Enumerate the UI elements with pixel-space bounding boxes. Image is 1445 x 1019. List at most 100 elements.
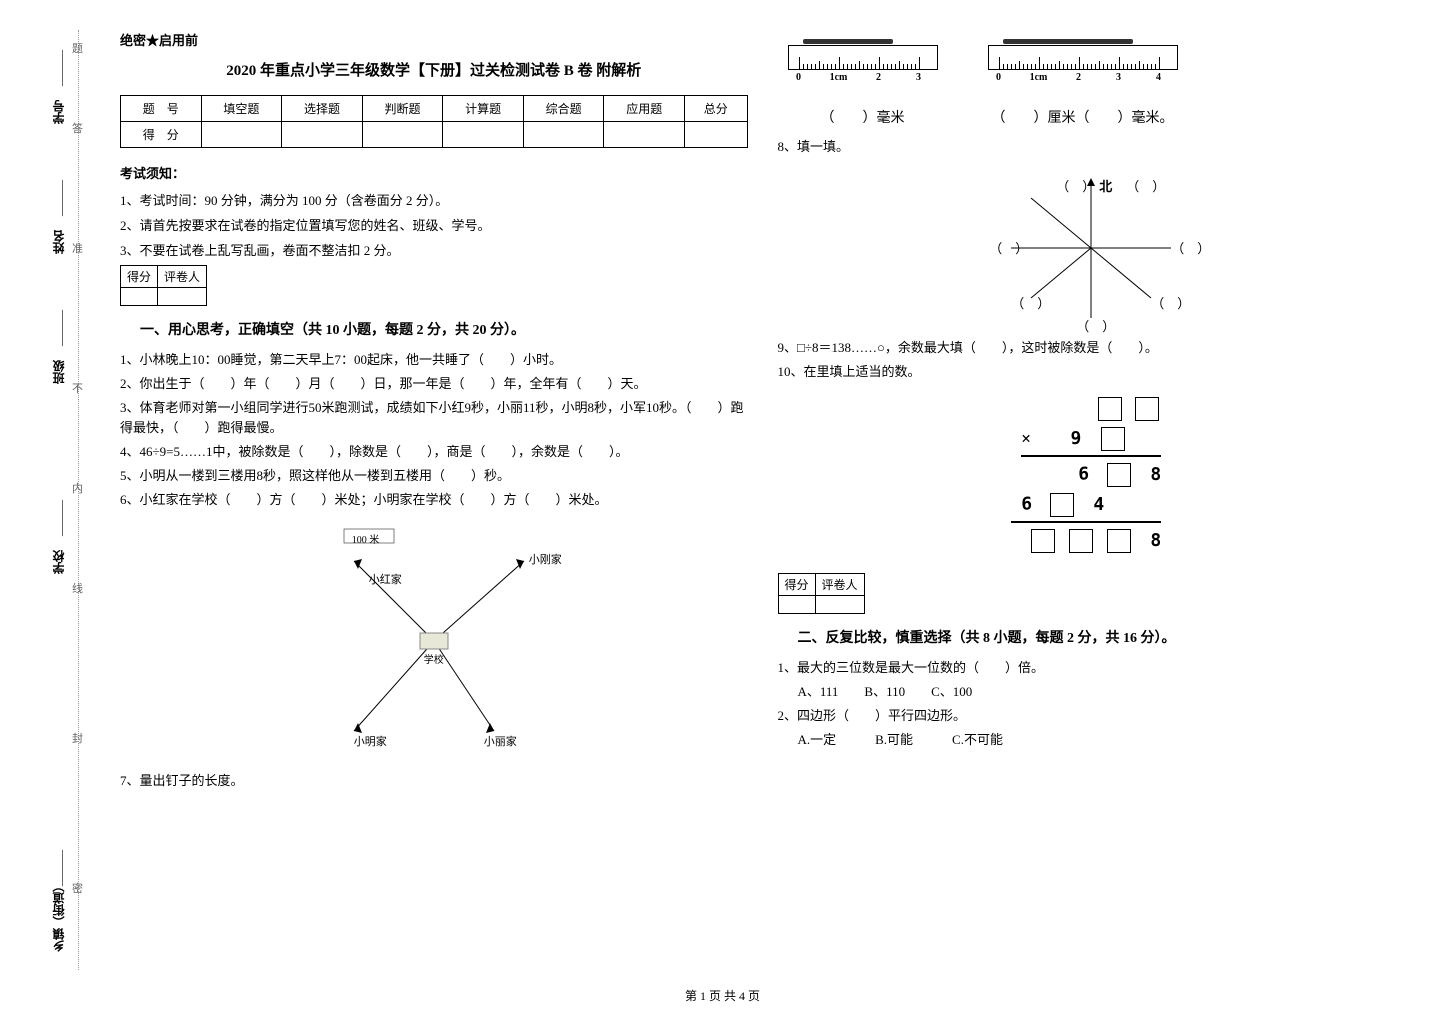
math-line1 bbox=[1021, 455, 1161, 457]
td-score: 得 分 bbox=[121, 122, 202, 148]
q7: 7、量出钉子的长度。 bbox=[120, 771, 748, 792]
minor-tick bbox=[1131, 64, 1132, 69]
minor-tick bbox=[907, 64, 908, 69]
instructions-header: 考试须知： bbox=[120, 163, 748, 182]
minor-tick bbox=[1063, 64, 1064, 69]
q3: 3、体育老师对第一小组同学进行50米跑测试，成绩如下小红9秒，小丽11秒，小明8… bbox=[120, 398, 748, 440]
tick bbox=[1159, 57, 1160, 69]
ruler2-answer: （ ）厘米（ ）毫米。 bbox=[978, 107, 1188, 127]
minor-tick bbox=[1015, 64, 1016, 69]
compass-blank: （ ） bbox=[1151, 293, 1190, 312]
side-class: 班级 bbox=[50, 360, 67, 384]
nail2 bbox=[1003, 39, 1133, 44]
minor-tick bbox=[1023, 64, 1024, 69]
dotted-char: 答 bbox=[72, 120, 83, 136]
map-gang: 小刚家 bbox=[529, 551, 562, 567]
math-row3: 6 8 bbox=[1001, 463, 1181, 487]
side-blank: ______ bbox=[50, 310, 65, 346]
th-calc: 计算题 bbox=[443, 96, 524, 122]
grade-grader2: 评卷人 bbox=[815, 574, 864, 596]
ruler2-body: 0 1cm 2 3 4 bbox=[988, 45, 1178, 70]
minor-tick bbox=[1115, 64, 1116, 69]
ruler1-l1: 1cm bbox=[830, 72, 848, 83]
minor-tick bbox=[1071, 64, 1072, 69]
dotted-char: 不 bbox=[72, 380, 83, 396]
s2-q1: 1、最大的三位数是最大一位数的（ ）倍。 bbox=[778, 658, 1406, 679]
th-fill: 填空题 bbox=[201, 96, 282, 122]
ruler1-l2: 2 bbox=[876, 72, 881, 83]
minor-tick bbox=[895, 64, 896, 69]
map-school: 学校 bbox=[424, 651, 444, 666]
minor-tick bbox=[827, 64, 828, 69]
minor-tick bbox=[859, 61, 860, 69]
minor-tick bbox=[1091, 64, 1092, 69]
th-num: 题 号 bbox=[121, 96, 202, 122]
minor-tick bbox=[1119, 61, 1120, 69]
minor-tick bbox=[1059, 61, 1060, 69]
side-name: 姓名 bbox=[50, 230, 67, 254]
grade-blank bbox=[778, 596, 815, 614]
minor-tick bbox=[883, 64, 884, 69]
tick bbox=[919, 57, 920, 69]
dotted-char: 密 bbox=[72, 880, 83, 896]
grade-blank bbox=[121, 288, 158, 306]
compass-blank: （ ） bbox=[1171, 238, 1210, 257]
td-blank bbox=[685, 122, 747, 148]
minor-tick bbox=[1043, 64, 1044, 69]
minor-tick bbox=[843, 64, 844, 69]
ruler2-l4: 4 bbox=[1156, 72, 1161, 83]
ruler1: 0 1cm 2 3 bbox=[788, 45, 938, 80]
q10: 10、在里填上适当的数。 bbox=[778, 362, 1406, 383]
s2-q2-opts: A.一定 B.可能 C.不可能 bbox=[778, 730, 1406, 751]
q9: 9、□÷8＝138……○，余数最大填（ ），这时被除数是（ ）。 bbox=[778, 338, 1406, 359]
minor-tick bbox=[911, 64, 912, 69]
minor-tick bbox=[1143, 64, 1144, 69]
td-blank bbox=[362, 122, 443, 148]
dotted-char: 封 bbox=[72, 730, 83, 746]
side-blank: ______ bbox=[50, 500, 65, 536]
minor-tick bbox=[835, 64, 836, 69]
th-choice: 选择题 bbox=[282, 96, 363, 122]
minor-tick bbox=[871, 64, 872, 69]
map-scale: 100 米 bbox=[352, 531, 380, 546]
instruction-2: 2、请首先按要求在试卷的指定位置填写您的姓名、班级、学号。 bbox=[120, 215, 748, 234]
minor-tick bbox=[1135, 64, 1136, 69]
section2-title: 二、反复比较，慎重选择（共 8 小题，每题 2 分，共 16 分）。 bbox=[798, 627, 1176, 647]
math-8: 8 bbox=[1150, 464, 1161, 485]
compass-blank: （ ） bbox=[1126, 176, 1165, 195]
minor-tick bbox=[887, 64, 888, 69]
td-blank bbox=[604, 122, 685, 148]
nail1 bbox=[803, 39, 893, 44]
minor-tick bbox=[1019, 61, 1020, 69]
math-box bbox=[1098, 397, 1122, 421]
compass-diagram: （ ） 北 （ ） （ ） （ ） （ ） （ ） （ ） bbox=[981, 168, 1201, 328]
minor-tick bbox=[851, 64, 852, 69]
math-row2: × 9 bbox=[1001, 427, 1181, 451]
minor-tick bbox=[863, 64, 864, 69]
minor-tick bbox=[803, 64, 804, 69]
math-9: 9 bbox=[1071, 428, 1082, 449]
ruler1-container: 0 1cm 2 3 （ ）毫米 bbox=[778, 40, 948, 127]
dotted-char: 准 bbox=[72, 240, 83, 256]
secret-header: 绝密★启用前 bbox=[120, 30, 748, 49]
math-box bbox=[1031, 529, 1055, 553]
s2-q2: 2、四边形（ ）平行四边形。 bbox=[778, 706, 1406, 727]
ruler2-l3: 3 bbox=[1116, 72, 1121, 83]
minor-tick bbox=[1111, 64, 1112, 69]
dotted-char: 内 bbox=[72, 480, 83, 496]
math-8b: 8 bbox=[1150, 530, 1161, 551]
math-row4: 6 4 bbox=[1001, 493, 1181, 517]
minor-tick bbox=[855, 64, 856, 69]
ruler2: 0 1cm 2 3 4 bbox=[988, 45, 1178, 80]
grade-box2: 得分 评卷人 bbox=[778, 573, 865, 614]
minor-tick bbox=[1139, 61, 1140, 69]
minor-tick bbox=[807, 64, 808, 69]
minor-tick bbox=[847, 64, 848, 69]
grade-score2: 得分 bbox=[778, 574, 815, 596]
td-blank bbox=[282, 122, 363, 148]
ruler1-l3: 3 bbox=[916, 72, 921, 83]
th-total: 总分 bbox=[685, 96, 747, 122]
compass-north: 北 bbox=[1099, 176, 1112, 195]
map-li: 小丽家 bbox=[484, 733, 517, 749]
minor-tick bbox=[1055, 64, 1056, 69]
